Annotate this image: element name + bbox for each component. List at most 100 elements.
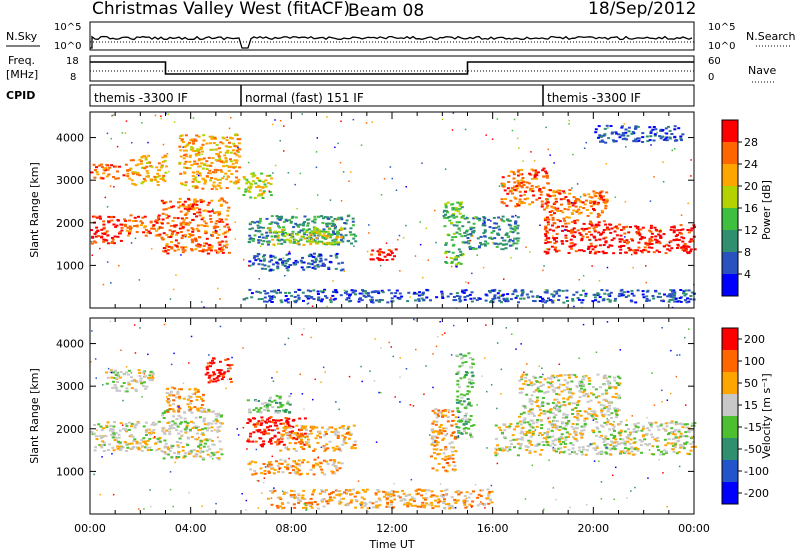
data-cell — [206, 252, 210, 255]
data-cell — [557, 225, 560, 228]
data-cell — [254, 461, 257, 464]
data-cell — [260, 192, 264, 195]
data-cell — [252, 256, 256, 259]
data-cell — [687, 245, 691, 248]
data-cell — [460, 215, 464, 218]
data-cell — [562, 451, 566, 454]
data-cell — [301, 435, 305, 438]
data-cell — [157, 174, 161, 177]
data-cell — [278, 226, 282, 229]
data-cell — [281, 434, 284, 437]
data-cell — [437, 409, 441, 412]
data-cell — [630, 292, 634, 295]
data-cell — [273, 468, 277, 471]
data-cell — [127, 373, 131, 376]
data-cell — [161, 176, 165, 179]
data-cell — [172, 410, 176, 413]
data-cell — [592, 190, 596, 193]
data-cell — [663, 449, 666, 452]
data-cell — [221, 251, 225, 254]
data-cell — [301, 256, 304, 259]
data-cell — [469, 228, 473, 231]
data-cell — [217, 233, 221, 236]
data-cell — [656, 425, 660, 428]
data-cell — [260, 422, 264, 425]
data-cell — [90, 171, 94, 174]
data-cell — [594, 299, 597, 302]
data-cell — [297, 469, 301, 472]
data-cell — [466, 233, 470, 236]
data-cell — [606, 266, 609, 269]
data-cell — [105, 371, 109, 374]
data-cell — [583, 410, 587, 413]
data-cell — [337, 232, 340, 235]
data-cell — [257, 239, 261, 242]
data-cell — [146, 449, 150, 452]
data-cell — [455, 292, 459, 295]
data-cell — [192, 421, 196, 424]
data-cell — [216, 451, 220, 454]
data-cell — [326, 116, 328, 118]
data-cell — [281, 471, 285, 474]
data-cell — [531, 187, 535, 190]
data-cell — [636, 426, 640, 429]
data-cell — [112, 380, 115, 383]
data-cell — [179, 430, 183, 433]
data-cell — [202, 420, 206, 423]
data-cell — [630, 300, 634, 303]
data-cell — [201, 187, 205, 190]
data-cell — [177, 450, 181, 453]
data-cell — [519, 297, 523, 300]
data-cell — [133, 379, 137, 382]
data-cell — [455, 231, 459, 234]
data-cell — [637, 241, 641, 244]
data-cell — [578, 390, 582, 393]
data-cell — [592, 235, 596, 238]
data-cell — [218, 425, 222, 428]
data-cell — [605, 452, 609, 455]
data-cell — [545, 216, 549, 219]
data-cell — [105, 424, 109, 427]
data-cell — [560, 404, 564, 407]
data-cell — [288, 403, 292, 406]
data-cell — [612, 425, 616, 428]
data-cell — [631, 453, 635, 456]
data-cell — [637, 228, 641, 231]
data-cell — [167, 113, 169, 115]
data-cell — [640, 236, 644, 238]
data-cell — [188, 155, 192, 158]
data-cell — [102, 226, 106, 229]
data-cell — [464, 361, 468, 363]
data-cell — [565, 216, 569, 219]
data-cell — [594, 250, 598, 253]
data-cell — [470, 371, 474, 374]
data-cell — [144, 387, 148, 390]
data-cell — [299, 259, 303, 262]
data-cell — [544, 242, 548, 244]
data-cell — [482, 216, 486, 218]
data-cell — [623, 137, 627, 140]
data-cell — [247, 463, 251, 466]
data-cell — [576, 404, 580, 406]
data-cell — [188, 141, 191, 144]
data-cell — [649, 237, 653, 240]
data-cell — [635, 140, 639, 143]
data-cell — [218, 440, 222, 443]
data-cell — [488, 290, 492, 293]
data-cell — [570, 425, 574, 428]
data-cell — [185, 149, 188, 152]
data-cell — [659, 129, 663, 132]
data-cell — [615, 440, 619, 443]
data-cell — [553, 222, 557, 225]
data-cell — [572, 402, 575, 405]
data-cell — [544, 202, 548, 205]
data-cell — [547, 377, 550, 380]
data-cell — [549, 241, 553, 244]
data-cell — [134, 237, 137, 240]
data-cell — [112, 371, 116, 374]
data-cell — [520, 168, 524, 171]
data-cell — [590, 252, 593, 254]
data-cell — [115, 377, 118, 380]
data-cell — [205, 175, 209, 178]
data-cell — [316, 194, 319, 196]
